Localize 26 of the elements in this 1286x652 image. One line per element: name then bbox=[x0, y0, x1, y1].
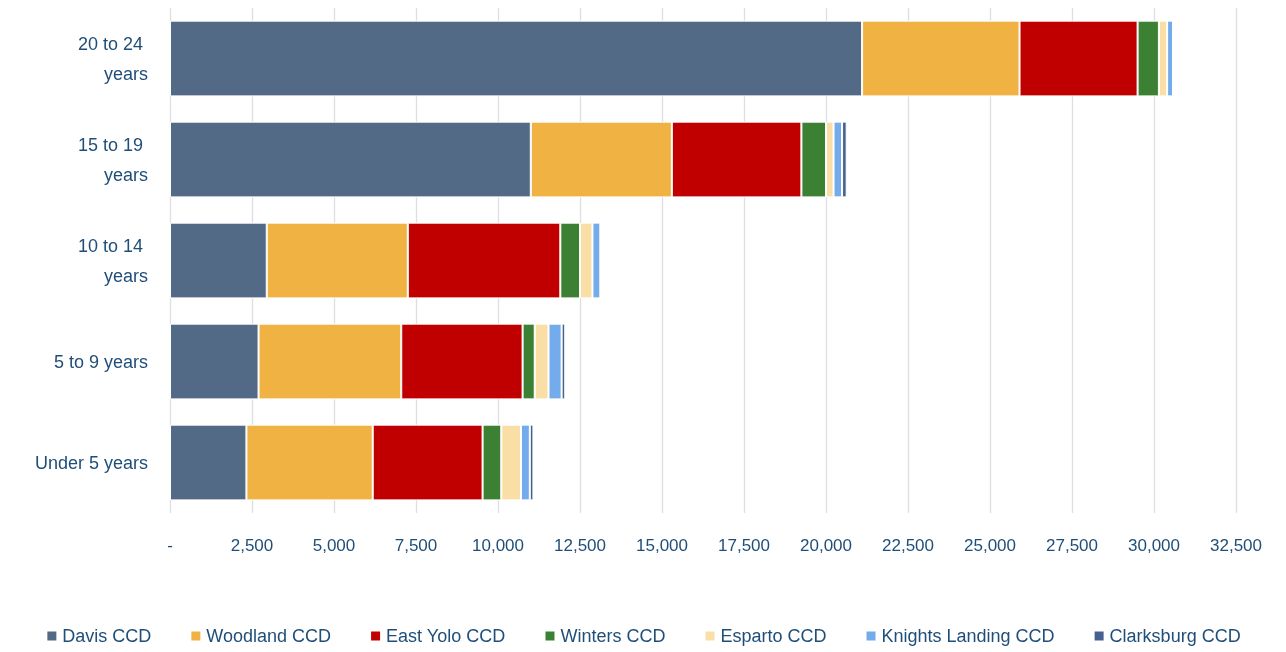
y-tick-label: 5 to 9 years bbox=[53, 351, 148, 372]
x-tick-label: 22,500 bbox=[882, 536, 934, 555]
x-tick-label: 32,500 bbox=[1210, 536, 1262, 555]
x-tick-label: 27,500 bbox=[1046, 536, 1098, 555]
x-tick-label: 7,500 bbox=[394, 536, 438, 555]
x-tick-label: - bbox=[167, 536, 173, 555]
x-tick-label: 30,000 bbox=[1128, 536, 1180, 555]
y-tick-label: 20 to 24 years bbox=[77, 33, 148, 84]
x-tick-label: 2,500 bbox=[230, 536, 274, 555]
legend-label: Davis CCD bbox=[62, 626, 152, 646]
y-tick-label: 10 to 14 years bbox=[77, 235, 148, 286]
x-tick-label: 20,000 bbox=[800, 536, 852, 555]
x-tick-label: 12,500 bbox=[554, 536, 606, 555]
legend-label: Clarksburg CCD bbox=[1109, 626, 1241, 646]
y-tick-label: Under 5 years bbox=[34, 452, 148, 473]
legend-label: Woodland CCD bbox=[206, 626, 332, 646]
legend-label: East Yolo CCD bbox=[386, 626, 506, 646]
x-tick-label: 15,000 bbox=[636, 536, 688, 555]
x-tick-label: 5,000 bbox=[312, 536, 356, 555]
x-tick-label: 25,000 bbox=[964, 536, 1016, 555]
x-tick-label: 17,500 bbox=[718, 536, 770, 555]
legend-label: Esparto CCD bbox=[720, 626, 827, 646]
y-tick-label: 15 to 19 years bbox=[77, 134, 148, 185]
legend-label: Knights Landing CCD bbox=[881, 626, 1055, 646]
x-tick-label: 10,000 bbox=[472, 536, 524, 555]
legend-label: Winters CCD bbox=[560, 626, 666, 646]
